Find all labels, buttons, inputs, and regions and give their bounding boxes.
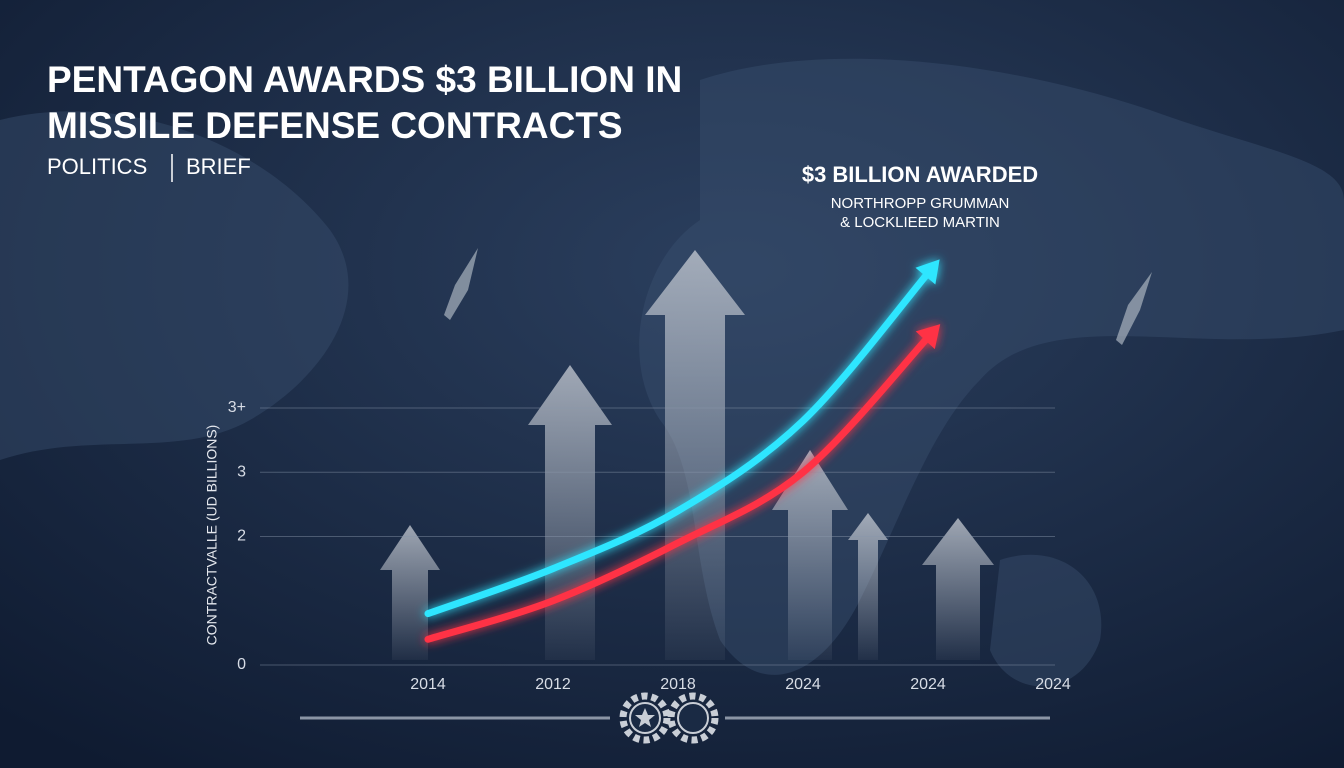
title-line: PENTAGON AWARDS $3 BILLION IN bbox=[47, 59, 682, 100]
annotation-headline: $3 BILLION AWARDED bbox=[802, 162, 1038, 187]
y-tick-label: 0 bbox=[237, 656, 246, 673]
series-line bbox=[424, 324, 941, 643]
tag: POLITICS bbox=[47, 154, 147, 179]
y-tick-label: 2 bbox=[237, 528, 246, 545]
x-tick-label: 2014 bbox=[410, 676, 446, 693]
x-tick-label: 2024 bbox=[785, 676, 821, 693]
x-tick-label: 2018 bbox=[660, 676, 696, 693]
y-tick-label: 3 bbox=[237, 463, 246, 480]
y-tick-label: 3+ bbox=[228, 399, 246, 416]
arrow-head bbox=[915, 324, 941, 350]
arrow-head bbox=[915, 259, 940, 285]
x-tick-label: 2024 bbox=[1035, 676, 1071, 693]
line bbox=[424, 333, 932, 643]
footer-gears bbox=[300, 692, 1050, 744]
y-axis-label: CONTRACTVALLE (UD BILLIONS) bbox=[204, 425, 220, 646]
annotation-detail: & LOCKLIEED MARTIN bbox=[840, 214, 1000, 231]
annotation-detail: NORTHROPP GRUMMAN bbox=[831, 195, 1010, 212]
tag: BRIEF bbox=[186, 154, 251, 179]
decorative-arrows bbox=[380, 250, 994, 660]
series-line bbox=[424, 259, 940, 618]
x-tick-label: 2024 bbox=[910, 676, 946, 693]
title-line: MISSILE DEFENSE CONTRACTS bbox=[47, 105, 623, 146]
x-tick-label: 2012 bbox=[535, 676, 571, 693]
line bbox=[424, 269, 932, 618]
missile-icons bbox=[444, 248, 1152, 345]
